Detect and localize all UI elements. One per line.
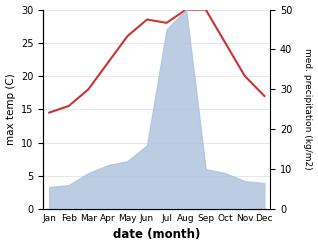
Y-axis label: max temp (C): max temp (C) xyxy=(5,73,16,145)
X-axis label: date (month): date (month) xyxy=(113,228,200,242)
Y-axis label: med. precipitation (kg/m2): med. precipitation (kg/m2) xyxy=(303,48,313,170)
